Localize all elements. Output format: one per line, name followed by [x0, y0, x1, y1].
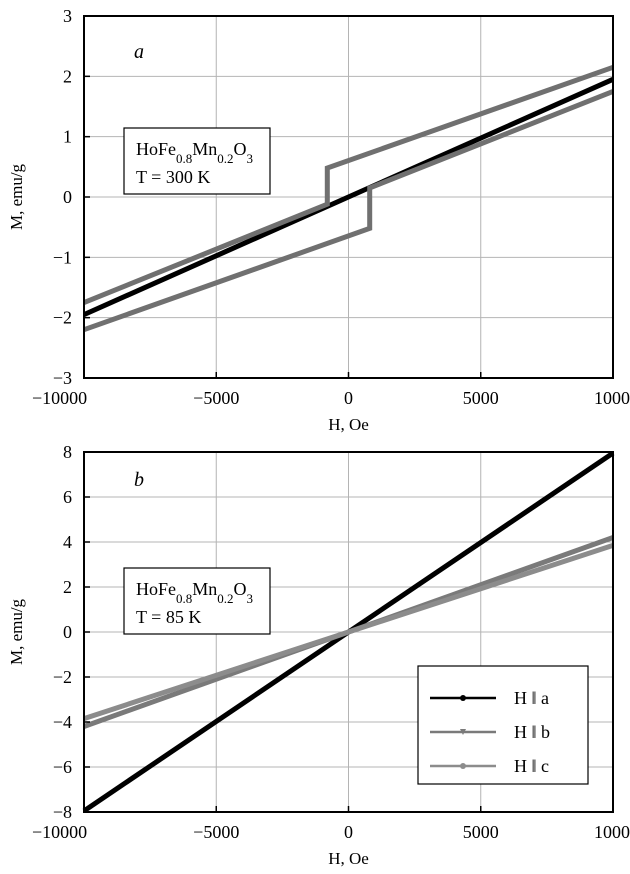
legend: H ‖ a H ‖ b H ‖ c [417, 665, 589, 785]
x-tick-label: 5000 [463, 388, 499, 408]
legend-marker [460, 729, 466, 735]
panel-letter: a [134, 41, 144, 63]
x-axis-title: H, Oe [328, 849, 369, 868]
y-tick-label: 6 [63, 487, 72, 507]
y-tick-label: −6 [53, 757, 72, 777]
chart-panel-a: −10000 −5000 0 5000 1000 −3 −2 −1 0 1 2 3 H, Oe M, em… [7, 6, 630, 434]
chart-panel-b: −10000 −5000 0 5000 1000 −8 −6 −4 −2 0 2 4 6 8 H, Oe M,… [7, 442, 630, 868]
y-axis-title: M, emu/g [7, 163, 26, 230]
x-tick-label: 1000 [594, 388, 630, 408]
x-tick-label: −5000 [193, 388, 239, 408]
y-tick-label: 1 [63, 127, 72, 147]
annotation-box [123, 567, 271, 635]
y-tick-label: 8 [63, 442, 72, 462]
y-axis-title: M, emu/g [7, 598, 26, 665]
compound-formula: HoFe0.8Mn0.2O3 [136, 579, 253, 606]
y-tick-label: 0 [63, 622, 72, 642]
y-tick-label: −8 [53, 802, 72, 822]
x-tick-label: 1000 [594, 822, 630, 842]
series-line-1 [82, 77, 615, 317]
legend-marker [460, 695, 466, 701]
x-tick-label: −10000 [32, 388, 87, 408]
legend-label: H ‖ a [514, 688, 549, 708]
temperature-label: T = 85 K [136, 607, 201, 627]
x-tick-label: 5000 [463, 822, 499, 842]
y-tick-label: 0 [63, 187, 72, 207]
legend-label: H ‖ b [514, 722, 550, 742]
x-axis-title: H, Oe [328, 415, 369, 434]
legend-marker [460, 763, 466, 769]
y-tick-label: 3 [63, 6, 72, 26]
y-tick-label: −1 [53, 247, 72, 267]
series-line-3 [83, 543, 614, 721]
y-tick-label: 2 [63, 577, 72, 597]
x-tick-label: 0 [344, 822, 353, 842]
y-tick-label: −3 [53, 368, 72, 388]
y-tick-label: −2 [53, 667, 72, 687]
compound-formula: HoFe0.8Mn0.2O3 [136, 139, 253, 166]
y-tick-label: 4 [63, 532, 72, 552]
x-tick-label: −5000 [193, 822, 239, 842]
y-tick-label: 2 [63, 66, 72, 86]
temperature-label: T = 300 K [136, 167, 210, 187]
y-tick-label: −2 [53, 308, 72, 328]
x-tick-label: 0 [344, 388, 353, 408]
annotation-box [123, 127, 271, 195]
y-tick-label: −4 [53, 712, 72, 732]
legend-label: H ‖ c [514, 756, 549, 776]
panel-letter: b [134, 469, 144, 491]
x-tick-label: −10000 [32, 822, 87, 842]
legend-box [417, 665, 589, 785]
